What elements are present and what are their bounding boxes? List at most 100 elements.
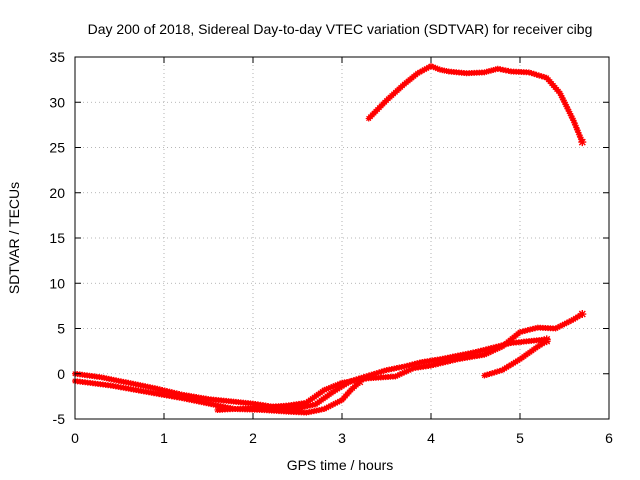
data-point [323, 404, 330, 411]
data-point [475, 348, 482, 355]
data-point [538, 73, 545, 80]
data-point [569, 115, 576, 122]
data-point [375, 369, 382, 376]
data-point [330, 383, 337, 390]
data-point [430, 63, 437, 70]
data-point [396, 371, 403, 378]
data-point [488, 67, 495, 74]
data-point [419, 67, 426, 74]
data-point [490, 347, 497, 354]
data-point [477, 347, 484, 354]
data-point [559, 94, 566, 101]
data-marks [72, 63, 587, 416]
data-point [491, 369, 498, 376]
data-point [472, 349, 479, 356]
data-point [519, 328, 526, 335]
data-point [528, 70, 535, 77]
x-tick-label: 1 [160, 430, 168, 446]
data-point [321, 387, 328, 394]
data-point [416, 359, 423, 366]
data-point [487, 345, 494, 352]
series-track-d [481, 337, 551, 379]
data-point [334, 381, 341, 388]
data-point [485, 345, 492, 352]
data-point [336, 380, 343, 387]
data-point [514, 357, 521, 364]
y-tick-label: 25 [49, 140, 65, 156]
data-point [321, 406, 328, 413]
data-point [542, 337, 551, 346]
data-point [494, 345, 501, 352]
data-point [512, 358, 519, 365]
data-point [414, 70, 421, 77]
data-point [485, 68, 492, 75]
data-point [564, 106, 571, 113]
data-point [570, 117, 577, 124]
data-point [517, 329, 523, 336]
data-point [575, 129, 582, 136]
data-point [524, 327, 531, 334]
data-point [330, 388, 337, 395]
y-tick-label: 10 [49, 275, 65, 291]
data-point [508, 361, 515, 368]
data-point [568, 112, 575, 119]
x-tick-label: 5 [516, 430, 524, 446]
data-point [406, 362, 413, 369]
data-point [399, 370, 406, 377]
data-point [332, 382, 339, 389]
data-point [492, 346, 499, 353]
data-point [572, 122, 579, 129]
data-point [401, 363, 408, 370]
data-point [327, 384, 334, 391]
data-point [530, 70, 537, 77]
data-point [403, 368, 410, 375]
data-point [480, 347, 487, 354]
data-point [373, 370, 380, 377]
data-point [510, 360, 517, 367]
series-track-c [214, 310, 587, 413]
data-point [428, 63, 434, 70]
data-point [574, 127, 581, 134]
data-point [407, 366, 414, 373]
data-point [533, 71, 540, 78]
data-point [573, 124, 580, 131]
data-point [557, 90, 564, 97]
y-tick-label: 15 [49, 230, 65, 246]
data-point [408, 361, 415, 368]
data-point [552, 325, 559, 332]
data-point [483, 350, 490, 357]
data-point [536, 72, 543, 79]
data-point [492, 66, 499, 73]
data-point [561, 99, 568, 106]
data-point [394, 372, 401, 379]
data-point [532, 325, 539, 332]
data-point [578, 310, 587, 319]
data-point [380, 367, 387, 374]
data-point [560, 96, 567, 103]
data-point [522, 327, 529, 334]
data-point [562, 101, 569, 108]
data-point [486, 371, 493, 378]
data-point [574, 313, 581, 320]
data-point [571, 119, 578, 126]
data-point [432, 64, 439, 71]
data-point [570, 316, 577, 323]
data-point [327, 402, 334, 409]
data-point [565, 318, 572, 325]
data-point [323, 386, 330, 393]
data-point [578, 136, 585, 143]
x-tick-label: 4 [427, 430, 435, 446]
data-point [572, 315, 579, 322]
data-point [496, 367, 503, 374]
data-point [332, 400, 339, 407]
data-point [499, 367, 506, 374]
data-point [481, 372, 488, 379]
x-tick-label: 2 [249, 430, 257, 446]
data-point [325, 385, 332, 392]
x-tick-label: 3 [338, 430, 346, 446]
data-point [563, 319, 570, 326]
data-point [557, 323, 564, 330]
y-tick-label: 30 [49, 94, 65, 110]
data-point [554, 324, 561, 331]
